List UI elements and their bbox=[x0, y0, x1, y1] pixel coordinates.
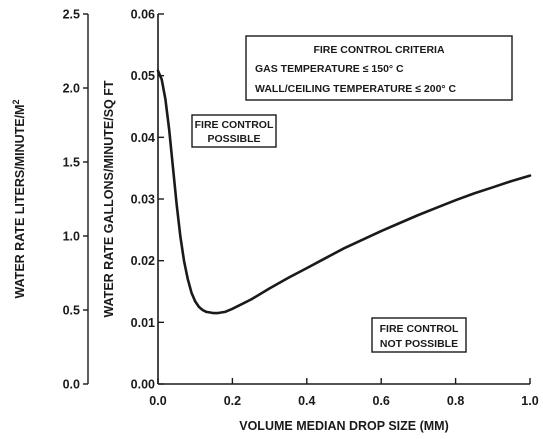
criteria-line-2: WALL/CEILING TEMPERATURE ≤ 200° C bbox=[255, 83, 457, 95]
secondary-y-axis-title: WATER RATE LITERS/MINUTE/M2 bbox=[11, 100, 27, 299]
x-tick-label: 0.4 bbox=[298, 394, 315, 408]
secondary-axis-ticks: 0.0 0.5 1.0 1.5 2.0 2.5 bbox=[63, 8, 88, 392]
x-tick-label: 0.2 bbox=[224, 394, 241, 408]
criteria-line-1: GAS TEMPERATURE ≤ 150° C bbox=[255, 63, 404, 75]
secondary-y-axis-title-main: WATER RATE LITERS/MINUTE/M bbox=[13, 105, 27, 299]
y2-tick-label: 2.5 bbox=[63, 8, 80, 22]
y-axis-title: WATER RATE GALLONS/MINUTE/SQ FT bbox=[102, 80, 116, 317]
y-tick-label: 0.01 bbox=[131, 316, 155, 330]
series-line bbox=[156, 69, 532, 315]
x-tick-label: 1.0 bbox=[521, 394, 538, 408]
x-tick-label: 0.0 bbox=[149, 394, 166, 408]
fire-control-not-possible-line-1: FIRE CONTROL bbox=[380, 323, 459, 335]
fire-control-possible-line-1: FIRE CONTROL bbox=[195, 119, 274, 131]
x-tick-label: 0.8 bbox=[447, 394, 464, 408]
y2-tick-label: 0.5 bbox=[63, 304, 80, 318]
x-axis-title: VOLUME MEDIAN DROP SIZE (MM) bbox=[239, 419, 449, 433]
x-axis-ticks: 0.0 0.2 0.4 0.6 0.8 1.0 bbox=[149, 378, 539, 408]
y2-tick-label: 0.0 bbox=[63, 378, 80, 392]
left-axis-ticks: 0.00 0.01 0.02 0.03 0.04 0.05 0.06 bbox=[131, 8, 164, 392]
y-tick-label: 0.03 bbox=[131, 193, 155, 207]
fire-control-possible-line-2: POSSIBLE bbox=[207, 133, 260, 145]
y-tick-label: 0.05 bbox=[131, 69, 155, 83]
y-tick-label: 0.02 bbox=[131, 254, 155, 268]
y2-tick-label: 1.5 bbox=[63, 156, 80, 170]
y-tick-label: 0.00 bbox=[131, 378, 155, 392]
y-tick-label: 0.06 bbox=[131, 8, 155, 22]
fire-control-possible-box bbox=[191, 114, 277, 148]
y2-tick-label: 2.0 bbox=[63, 82, 80, 96]
criteria-title: FIRE CONTROL CRITERIA bbox=[313, 44, 444, 56]
y-tick-label: 0.04 bbox=[131, 131, 155, 145]
fire-control-not-possible-line-2: NOT POSSIBLE bbox=[380, 338, 458, 350]
secondary-y-axis-title-superscript: 2 bbox=[11, 100, 21, 105]
y2-tick-label: 1.0 bbox=[63, 230, 80, 244]
x-tick-label: 0.6 bbox=[373, 394, 390, 408]
criteria-box bbox=[245, 35, 513, 101]
fire-control-not-possible-box bbox=[371, 317, 467, 353]
